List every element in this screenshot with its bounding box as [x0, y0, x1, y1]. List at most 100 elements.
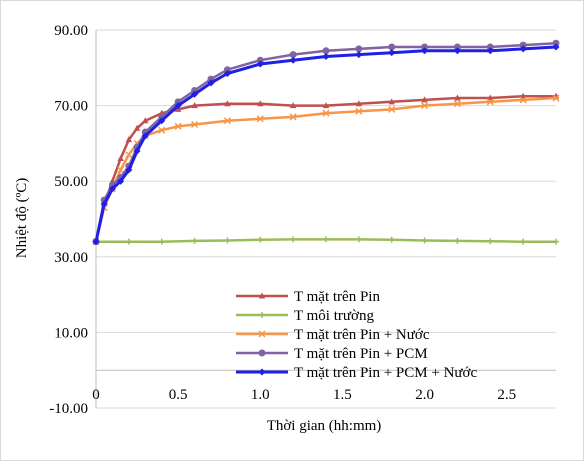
data-point — [323, 236, 329, 243]
data-point — [520, 238, 527, 245]
data-point — [453, 43, 461, 51]
y-tick-label: 10.00 — [54, 325, 88, 341]
data-point — [355, 100, 363, 107]
y-tick-label: 50.00 — [54, 174, 88, 190]
data-point — [133, 124, 141, 131]
y-axis-label: Nhiệt độ (ºC) — [14, 178, 30, 258]
data-point — [454, 94, 461, 101]
data-point — [289, 113, 297, 121]
data-point — [256, 56, 264, 64]
data-point — [117, 155, 124, 162]
data-point — [174, 122, 182, 130]
data-point — [355, 51, 363, 59]
data-point — [421, 43, 429, 51]
x-tick-label: 0.5 — [169, 387, 188, 403]
data-point — [290, 236, 297, 243]
legend-label: T môi trường — [294, 308, 374, 324]
legend-marker — [258, 292, 266, 299]
data-point — [421, 47, 429, 55]
data-point — [108, 185, 116, 193]
data-point — [289, 51, 297, 59]
data-point — [100, 200, 108, 208]
data-point — [256, 115, 264, 123]
data-point — [552, 43, 560, 51]
legend: T mặt trên Pin T môi trường T mặt trên Pin… — [236, 289, 477, 381]
data-point — [519, 92, 527, 99]
data-point — [141, 132, 149, 140]
data-point — [125, 166, 133, 174]
data-point — [224, 100, 231, 107]
data-point — [223, 117, 231, 125]
series-lines — [92, 39, 560, 246]
legend-item: T mặt trên Pin — [236, 289, 380, 305]
data-point — [158, 126, 166, 134]
data-point — [191, 90, 199, 98]
data-point — [125, 136, 133, 143]
data-point — [191, 120, 199, 129]
legend-marker — [258, 330, 266, 338]
series-line — [94, 41, 557, 242]
data-point — [257, 100, 264, 107]
data-point — [552, 39, 560, 47]
data-point — [421, 96, 428, 103]
data-point — [552, 94, 560, 102]
data-point — [388, 98, 395, 105]
legend-label: T mặt trên Pin + Nước — [294, 327, 430, 343]
data-point — [191, 237, 198, 244]
data-point — [355, 236, 362, 243]
data-point — [117, 177, 125, 185]
data-point — [453, 100, 461, 108]
data-point — [289, 102, 297, 109]
data-point — [117, 166, 125, 174]
series-line — [94, 45, 557, 243]
data-point — [322, 52, 330, 60]
legend-label: T mặt trên Pin — [294, 289, 380, 305]
data-point — [207, 79, 215, 87]
y-tick-label: 90.00 — [54, 23, 88, 39]
data-point — [519, 45, 527, 53]
data-point — [486, 98, 494, 106]
data-point — [388, 49, 396, 57]
legend-item: T mặt trên Pin + Nước — [236, 327, 430, 343]
y-tick-label: -10.00 — [49, 401, 88, 417]
legend-item: T mặt trên Pin + PCM + Nước — [236, 365, 477, 381]
data-point — [487, 94, 494, 101]
data-point — [486, 43, 494, 51]
y-tick-label: 70.00 — [54, 99, 88, 115]
legend-marker — [258, 368, 266, 376]
data-point — [486, 47, 494, 55]
data-point — [453, 47, 461, 55]
data-point — [142, 117, 149, 124]
data-point — [421, 237, 428, 244]
y-tick-label: 30.00 — [54, 250, 88, 266]
data-point — [519, 41, 527, 49]
x-axis-label: Thời gian (hh:mm) — [267, 418, 382, 434]
x-tick-label: 2.0 — [415, 387, 434, 403]
x-tick-label: 1.0 — [251, 387, 270, 403]
data-point — [92, 238, 100, 246]
series-3 — [92, 94, 560, 246]
axes: -10.00 10.00 30.00 50.00 70.00 90.00 0 0.5 1.0 1.… — [49, 23, 556, 417]
data-point — [191, 102, 198, 109]
data-point — [223, 69, 231, 77]
data-point — [289, 56, 297, 64]
series-5 — [92, 43, 560, 246]
legend-label: T mặt trên Pin + PCM + Nước — [294, 365, 477, 381]
data-point — [257, 236, 264, 243]
data-point — [125, 238, 132, 245]
data-point — [454, 237, 461, 244]
data-point — [125, 151, 133, 159]
legend-item: T mặt trên Pin + PCM — [236, 346, 428, 362]
data-point — [322, 47, 330, 55]
data-point — [388, 105, 396, 113]
data-point — [388, 43, 396, 51]
x-tick-label: 1.5 — [333, 387, 352, 403]
data-point — [519, 96, 527, 104]
data-point — [158, 117, 166, 125]
data-point — [355, 45, 363, 53]
data-point — [256, 60, 264, 68]
data-point — [174, 102, 182, 110]
